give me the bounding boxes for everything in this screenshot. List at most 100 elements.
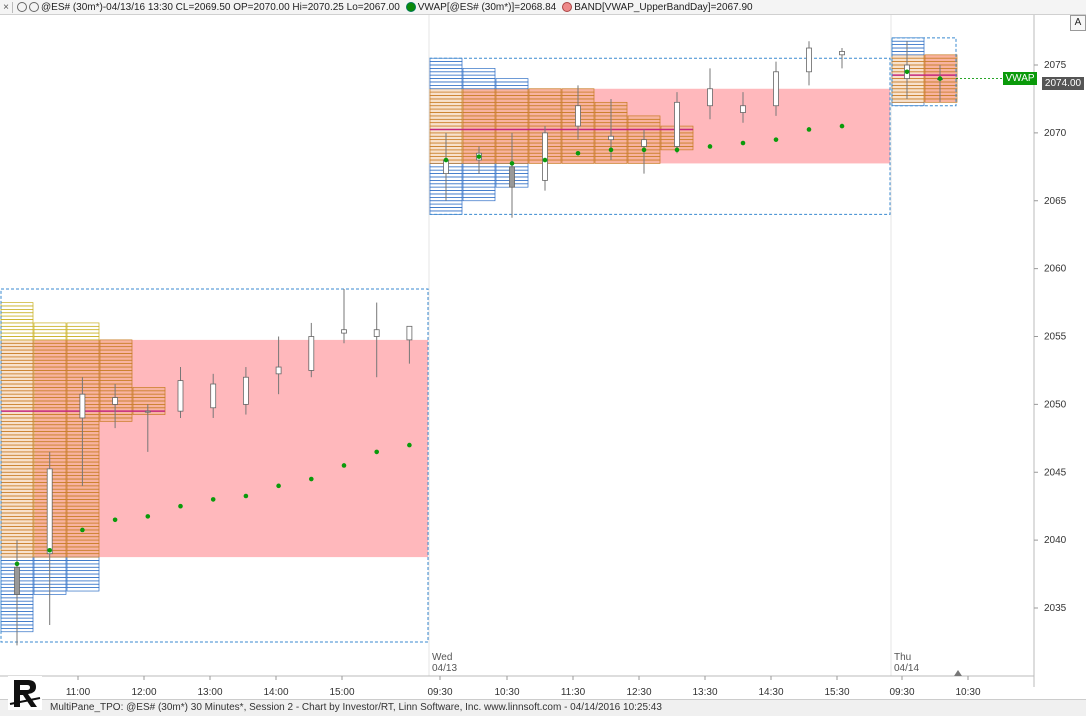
tpo-row xyxy=(0,522,34,527)
tpo-row xyxy=(66,346,100,351)
tpo-row xyxy=(66,512,100,517)
tpo-row xyxy=(462,180,496,185)
vwap-dot xyxy=(210,497,216,502)
tpo-row xyxy=(33,329,67,334)
tpo-row xyxy=(495,78,529,83)
vwap-dot xyxy=(407,442,412,448)
tpo-row xyxy=(33,434,67,439)
tpo-row xyxy=(627,122,661,127)
tpo-row xyxy=(132,393,166,398)
tpo-row xyxy=(0,526,34,531)
session-day-label: Wed xyxy=(432,652,452,663)
x-tick-label: 11:00 xyxy=(66,687,91,698)
tpo-row xyxy=(66,448,100,453)
vwap-dots xyxy=(14,69,943,567)
tpo-row xyxy=(33,353,67,358)
price-chart[interactable]: 2035 2040 2045 2050 2055 2060 2065 2070 2075 11:0… xyxy=(0,15,1086,699)
tpo-row xyxy=(0,495,34,500)
tpo-row xyxy=(462,176,496,181)
tpo-row xyxy=(462,112,496,117)
tpo-row xyxy=(66,336,100,341)
y-tick-label: 2055 xyxy=(1044,332,1067,343)
tpo-row xyxy=(66,563,100,568)
tpo-row xyxy=(99,404,133,409)
series-visibility-icon[interactable] xyxy=(17,2,27,12)
tpo-row xyxy=(0,454,34,460)
band-indicator-icon[interactable] xyxy=(562,2,573,12)
tpo-row xyxy=(0,305,34,310)
tpo-row xyxy=(66,556,100,561)
tpo-row xyxy=(33,400,67,405)
tpo-row xyxy=(99,349,133,354)
tpo-row xyxy=(66,478,100,483)
tpo-row xyxy=(0,505,34,510)
tpo-row xyxy=(495,105,529,110)
tpo-row xyxy=(0,519,34,524)
tpo-row xyxy=(462,68,496,73)
tpo-row xyxy=(924,91,958,96)
tpo-row xyxy=(99,342,133,348)
tpo-row xyxy=(33,363,67,368)
tpo-row xyxy=(462,186,496,191)
tpo-row xyxy=(0,373,34,378)
tpo-row xyxy=(33,431,67,436)
tpo-row xyxy=(528,105,562,110)
candle-body xyxy=(575,105,581,127)
vwap-dot xyxy=(276,483,281,489)
y-tick-label: 2075 xyxy=(1044,60,1067,71)
tpo-row xyxy=(429,95,463,100)
time-marker-icon xyxy=(954,670,962,676)
tpo-row xyxy=(66,376,100,381)
series-color-icon[interactable] xyxy=(29,2,39,12)
tpo-row xyxy=(429,78,463,83)
tpo-row xyxy=(528,101,562,107)
tpo-row xyxy=(99,390,133,395)
candle-body xyxy=(406,325,413,341)
tpo-row xyxy=(66,492,100,497)
x-tick-label: 11:30 xyxy=(561,687,586,698)
tpo-row xyxy=(99,414,133,419)
tpo-row xyxy=(891,95,925,100)
tpo-row xyxy=(924,57,958,62)
tpo-row xyxy=(33,437,67,443)
tpo-row xyxy=(429,74,463,79)
candle-body xyxy=(542,132,548,181)
vwap-indicator-icon[interactable] xyxy=(405,2,416,12)
tpo-row xyxy=(891,51,925,56)
tpo-row xyxy=(66,539,100,544)
tpo-row xyxy=(924,88,958,93)
candle-body xyxy=(242,376,249,405)
tpo-row xyxy=(66,499,100,504)
tpo-row xyxy=(429,71,463,76)
vwap-dot xyxy=(112,517,118,523)
tpo-row xyxy=(0,427,34,432)
tpo-row xyxy=(495,101,529,107)
tpo-row xyxy=(66,468,100,473)
tpo-row xyxy=(66,516,100,521)
close-icon[interactable]: × xyxy=(0,1,13,13)
tpo-row xyxy=(66,543,100,548)
vwap-info-text: VWAP[@ES# (30m*)]=2068.84 xyxy=(417,1,557,13)
tpo-row xyxy=(66,390,100,395)
autoscale-button[interactable]: A xyxy=(1070,15,1086,31)
tpo-row xyxy=(66,332,100,337)
tpo-row xyxy=(132,404,166,409)
tpo-row xyxy=(561,142,595,147)
tpo-row xyxy=(429,112,463,117)
tpo-row xyxy=(462,190,496,195)
y-tick-label: 2040 xyxy=(1044,535,1067,546)
tpo-row xyxy=(0,478,34,483)
tpo-row xyxy=(66,359,100,365)
tpo-row xyxy=(0,424,34,429)
candle-body xyxy=(608,135,614,141)
y-tick-label: 2045 xyxy=(1044,467,1067,478)
tpo-row xyxy=(33,322,67,327)
tpo-row xyxy=(528,108,562,113)
tpo-row xyxy=(891,40,925,45)
last-price-tag: 2074.00 xyxy=(1042,77,1084,90)
tpo-row xyxy=(33,336,67,341)
tpo-row xyxy=(0,383,34,388)
tpo-row xyxy=(891,47,925,52)
tpo-row xyxy=(66,475,100,480)
tpo-row xyxy=(33,325,67,331)
